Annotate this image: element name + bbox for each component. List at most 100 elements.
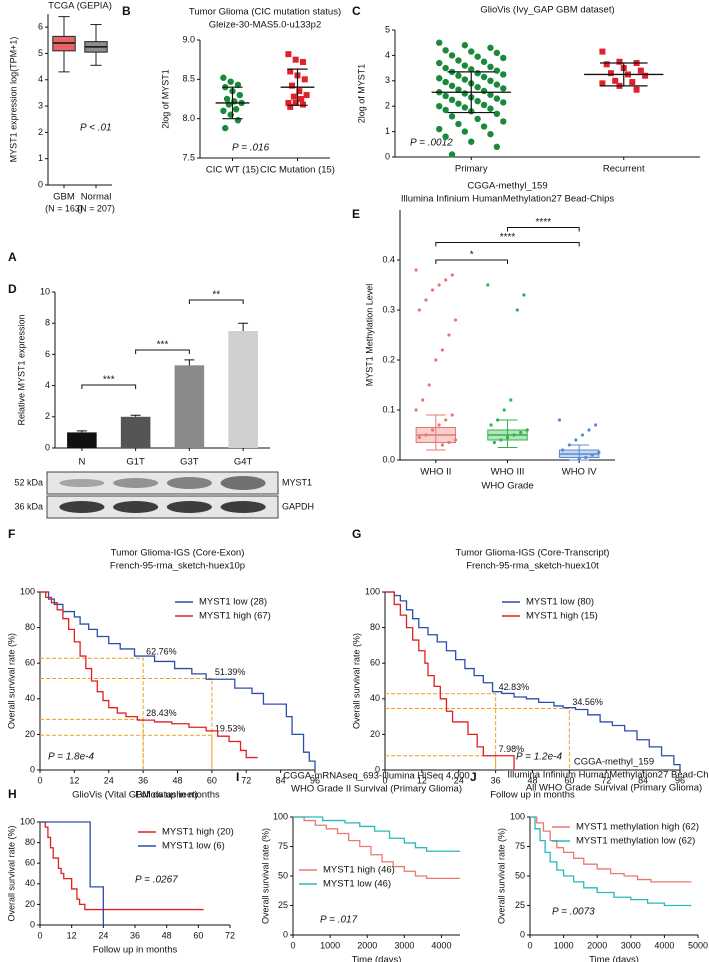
y-tick-label: 2 bbox=[45, 411, 50, 421]
point bbox=[607, 70, 614, 77]
blot-band bbox=[166, 477, 212, 489]
x-tick-label: 84 bbox=[638, 775, 648, 785]
point bbox=[232, 106, 240, 113]
bar bbox=[228, 331, 258, 448]
survival-curve bbox=[40, 821, 104, 925]
survival-curve bbox=[40, 591, 258, 759]
survival-curve bbox=[293, 816, 460, 852]
x-tick-label: 72 bbox=[241, 775, 251, 785]
y-tick-label: 8.5 bbox=[182, 74, 195, 84]
y-tick-label: 0.3 bbox=[382, 304, 395, 314]
x-tick-label: 24 bbox=[454, 775, 464, 785]
p-value: P = .0267 bbox=[135, 875, 178, 886]
x-tick-label: 2000 bbox=[587, 940, 607, 950]
y-tick-label: 4 bbox=[38, 74, 43, 84]
point bbox=[414, 408, 418, 412]
point bbox=[493, 110, 501, 118]
y-tick-label: 75 bbox=[515, 841, 525, 851]
point bbox=[448, 52, 456, 59]
x-tick-label: G3T bbox=[180, 457, 199, 468]
x-tick-label: 4000 bbox=[654, 940, 674, 950]
x-tick-label: G1T bbox=[126, 457, 145, 468]
chart-title: Tumor Glioma-IGS (Core-Transcript) bbox=[456, 548, 610, 559]
guide-label: 51.39% bbox=[215, 667, 246, 677]
point bbox=[448, 113, 456, 120]
panel-letter: E bbox=[352, 207, 360, 221]
point bbox=[287, 103, 294, 110]
chart-title: GlioVis (Vital GBM datasheet) bbox=[72, 790, 198, 801]
y-tick-label: 4 bbox=[45, 380, 50, 390]
point bbox=[580, 433, 585, 437]
y-tick-label: 25 bbox=[278, 900, 288, 910]
point bbox=[502, 408, 506, 412]
point bbox=[468, 66, 475, 73]
significance-label: ** bbox=[212, 290, 220, 301]
point bbox=[434, 358, 438, 362]
y-tick-label: 60 bbox=[370, 658, 380, 668]
x-tick-label: 0 bbox=[382, 775, 387, 785]
point bbox=[474, 69, 481, 77]
blot-protein: MYST1 bbox=[282, 477, 312, 487]
guide-label: 28.43% bbox=[146, 708, 177, 718]
point bbox=[453, 318, 458, 322]
point bbox=[225, 101, 233, 108]
x-tick-label: 72 bbox=[601, 775, 611, 785]
point bbox=[487, 77, 494, 85]
point bbox=[442, 133, 449, 140]
y-tick-label: 40 bbox=[25, 878, 35, 888]
point bbox=[509, 398, 513, 402]
x-axis-label: WHO Grade bbox=[481, 481, 533, 492]
x-axis-label: Follow up in months bbox=[490, 790, 575, 801]
point bbox=[493, 95, 501, 102]
point bbox=[493, 143, 501, 151]
chart-title: CGGA-mRNAseq_693-Illumina HiSeq 4,000 bbox=[283, 771, 469, 782]
point bbox=[448, 96, 456, 104]
point bbox=[448, 82, 456, 90]
guide-line bbox=[40, 734, 213, 770]
x-tick-label: 0 bbox=[37, 930, 42, 940]
point bbox=[461, 90, 469, 97]
point bbox=[474, 53, 481, 60]
chart-title: All WHO Grade Survival (Primary Glioma) bbox=[526, 783, 702, 794]
chart-title: Illumina Infinium HumanMethylation27 Bea… bbox=[507, 770, 709, 781]
point bbox=[298, 96, 305, 102]
chart-title: WHO Grade II Survival (Primary Glioma) bbox=[291, 784, 462, 795]
legend-label: MYST1 low (80) bbox=[526, 597, 594, 608]
y-tick-label: 2 bbox=[38, 127, 43, 137]
legend-label: MYST1 low (28) bbox=[199, 597, 267, 608]
x-tick-label: 12 bbox=[417, 775, 427, 785]
y-tick-label: 5 bbox=[38, 48, 43, 58]
y-tick-label: 100 bbox=[20, 586, 35, 596]
point bbox=[599, 80, 606, 87]
y-tick-label: 20 bbox=[370, 729, 380, 739]
point bbox=[437, 423, 441, 427]
legend-label: MYST1 high (20) bbox=[162, 827, 234, 838]
x-tick-label: 36 bbox=[130, 930, 140, 940]
y-tick-label: 100 bbox=[273, 811, 288, 821]
point bbox=[285, 99, 292, 106]
y-tick-label: 0 bbox=[283, 929, 288, 939]
x-tick-label: 60 bbox=[193, 930, 203, 940]
point bbox=[574, 438, 578, 442]
point bbox=[486, 283, 490, 287]
blot-band bbox=[220, 501, 266, 513]
x-tick-label: G4T bbox=[234, 457, 253, 468]
point bbox=[414, 268, 418, 272]
x-tick-label: 48 bbox=[162, 930, 172, 940]
y-tick-label: 5 bbox=[385, 24, 390, 34]
y-tick-label: 0.4 bbox=[382, 254, 395, 264]
point bbox=[455, 57, 462, 64]
point bbox=[474, 115, 481, 123]
y-tick-label: 0.2 bbox=[382, 354, 395, 364]
y-tick-label: 80 bbox=[25, 622, 35, 632]
significance-bracket bbox=[507, 227, 580, 232]
significance-label: **** bbox=[500, 232, 516, 243]
blot-size: 36 kDa bbox=[14, 501, 43, 511]
point bbox=[234, 81, 242, 89]
error-bar bbox=[238, 322, 249, 331]
point bbox=[292, 56, 299, 63]
point bbox=[292, 99, 299, 106]
y-tick-label: 0 bbox=[45, 442, 50, 452]
y-tick-label: 7.5 bbox=[182, 152, 195, 162]
point bbox=[220, 107, 227, 115]
